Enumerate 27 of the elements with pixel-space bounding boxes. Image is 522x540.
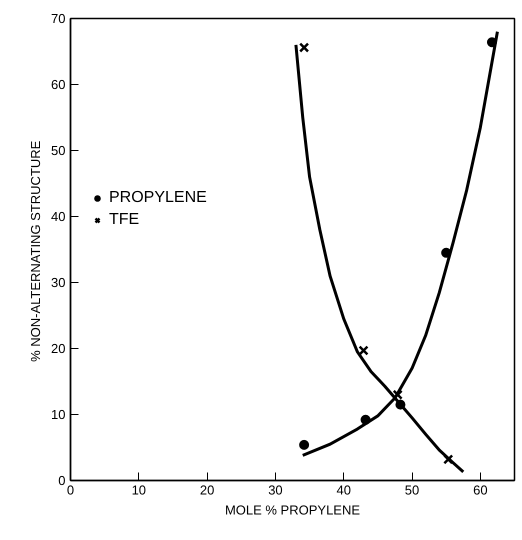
- y-tick-label: 60: [51, 77, 66, 92]
- y-tick-label: 70: [51, 11, 66, 26]
- y-tick-label: 20: [51, 341, 66, 356]
- x-tick-label: 40: [336, 482, 351, 498]
- x-tick-label: 30: [268, 482, 283, 498]
- point: [358, 345, 369, 356]
- x-axis-title: MOLE % PROPYLENE: [224, 502, 360, 518]
- x-tick-label: 10: [132, 482, 146, 498]
- y-tick-label: 10: [51, 407, 66, 422]
- point: [443, 454, 454, 465]
- y-tick-label: 30: [51, 275, 66, 290]
- legend-label: TFE: [109, 211, 140, 229]
- y-tick-label: 50: [51, 143, 66, 158]
- y-tick-label: 0: [58, 473, 66, 488]
- x-tick-label: 20: [200, 482, 214, 498]
- legend-label: PROPYLENE: [109, 189, 207, 207]
- point: [441, 248, 452, 258]
- point: [299, 440, 310, 450]
- point: [395, 400, 406, 410]
- point: [392, 390, 403, 400]
- point: [360, 414, 371, 425]
- point: [298, 42, 310, 53]
- y-tick-label: 40: [51, 209, 66, 224]
- point: [486, 37, 497, 48]
- x-tick-label: 50: [404, 482, 420, 498]
- x-tick-label: 60: [473, 482, 488, 498]
- y-axis-title: % NON-ALTERNATING STRUCTURE: [28, 140, 44, 362]
